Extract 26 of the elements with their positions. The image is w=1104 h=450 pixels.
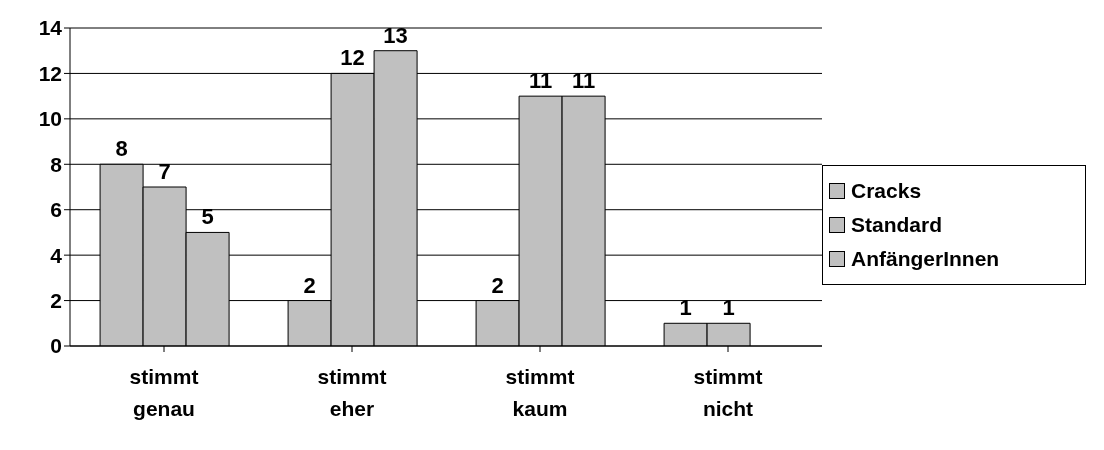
x-tick-label: stimmt kaum: [505, 365, 575, 420]
y-tick-label: 10: [38, 107, 62, 131]
legend-label: AnfängerInnen: [851, 247, 1000, 271]
y-tick-label: 14: [38, 16, 63, 40]
data-label: 11: [528, 68, 553, 94]
y-tick-label: 12: [38, 61, 62, 85]
x-tick-label: stimmt nicht: [693, 365, 763, 420]
legend-label: Cracks: [851, 179, 922, 203]
data-label: 11: [571, 68, 596, 94]
data-label: 12: [340, 45, 365, 71]
y-tick-label: 2: [50, 289, 62, 313]
data-label: 5: [201, 204, 214, 230]
data-label: 1: [722, 295, 735, 321]
y-tick-label: 4: [50, 243, 63, 267]
legend-label: Standard: [851, 213, 943, 237]
y-tick-label: 8: [50, 152, 63, 176]
data-label: 13: [383, 22, 408, 48]
data-label: 7: [158, 159, 171, 184]
x-tick-label: stimmt genau: [129, 365, 199, 420]
x-tick-label: stimmt eher: [317, 365, 387, 420]
data-label: 2: [491, 272, 504, 298]
y-tick-label: 0: [50, 334, 62, 358]
y-tick-label: 6: [50, 198, 62, 222]
data-label: 2: [303, 272, 316, 298]
data-label: 1: [679, 295, 692, 321]
data-label: 8: [115, 136, 128, 162]
